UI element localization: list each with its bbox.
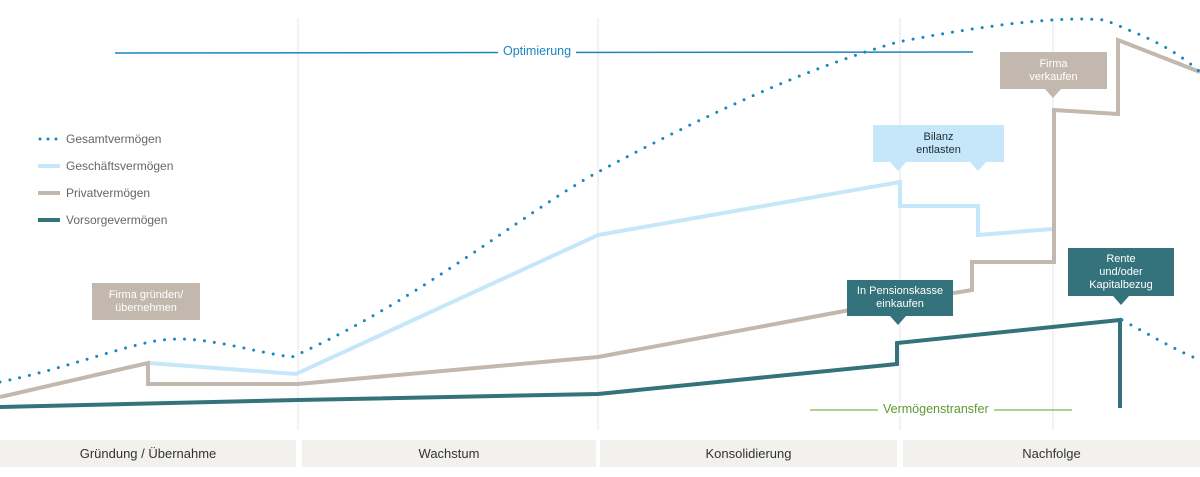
series-gesamtvermoegen-tail <box>1120 318 1200 362</box>
legend: Gesamtvermögen Geschäftsvermögen Privatv… <box>38 125 173 233</box>
callout-pointer <box>970 162 986 171</box>
callout-bilanz-entlasten: Bilanz entlasten <box>873 125 1004 162</box>
callout-pointer <box>1113 296 1129 305</box>
legend-item-privatvermoegen: Privatvermögen <box>38 179 173 206</box>
phase-wachstum: Wachstum <box>302 440 596 467</box>
phase-nachfolge: Nachfolge <box>903 440 1200 467</box>
legend-item-geschaeftsvermoegen: Geschäftsvermögen <box>38 152 173 179</box>
legend-label: Vorsorgevermögen <box>66 212 168 227</box>
series-geschaeftsvermoegen <box>147 179 1053 377</box>
callout-firma-verkaufen: Firma verkaufen <box>1000 52 1107 89</box>
series-privatvermoegen <box>0 37 1200 399</box>
phase-konsolidierung: Konsolidierung <box>600 440 897 467</box>
legend-item-gesamtvermoegen: Gesamtvermögen <box>38 125 173 152</box>
phase-gruendung: Gründung / Übernahme <box>0 440 296 467</box>
callout-firma-gruenden: Firma gründen/ übernehmen <box>92 283 200 320</box>
line-icon <box>38 163 60 168</box>
legend-label: Privatvermögen <box>66 185 151 200</box>
legend-label: Geschäftsvermögen <box>66 158 174 173</box>
callout-pensionskasse: In Pensionskasse einkaufen <box>847 280 953 316</box>
legend-item-vorsorgevermoegen: Vorsorgevermögen <box>38 206 173 233</box>
callout-pointer <box>1045 89 1061 98</box>
transfer-label: Vermögenstransfer <box>878 402 994 416</box>
dotted-line-icon <box>38 137 60 140</box>
callout-pointer <box>890 316 906 325</box>
callout-rente: Rente und/oder Kapitalbezug <box>1068 248 1174 296</box>
legend-label: Gesamtvermögen <box>66 131 162 146</box>
series-gesamtvermoegen <box>0 17 1200 384</box>
optimierung-label: Optimierung <box>498 44 577 58</box>
callout-pointer <box>890 162 906 171</box>
line-icon <box>38 217 60 222</box>
line-icon <box>38 190 60 195</box>
series-vorsorgevermoegen <box>0 317 1122 409</box>
